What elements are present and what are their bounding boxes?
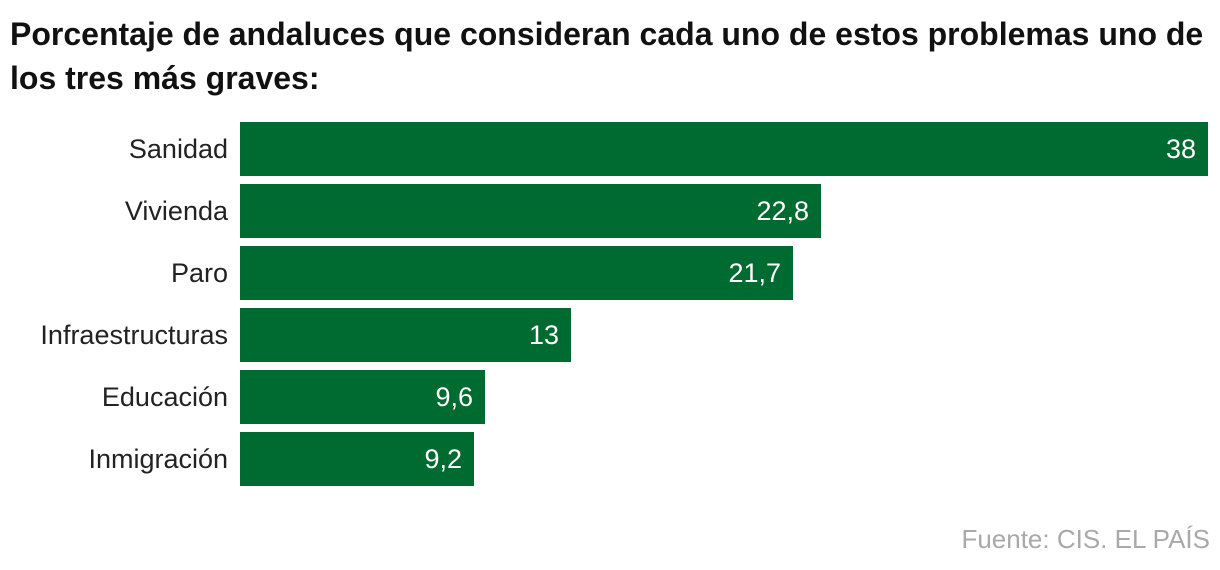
bar-value-label: 9,2 (424, 444, 462, 474)
bar-value-label: 22,8 (756, 196, 809, 226)
chart-title: Porcentaje de andaluces que consideran c… (10, 16, 1204, 96)
bar-row: Inmigración 9,2 (0, 432, 1220, 486)
bar: 21,7 (240, 246, 793, 300)
bar-row: Vivienda 22,8 (0, 184, 1220, 238)
bar-row: Infraestructuras 13 (0, 308, 1220, 362)
bar-value-label: 38 (1165, 134, 1196, 164)
bar: 13 (240, 308, 571, 362)
bar: 38 (240, 122, 1208, 176)
source-note: Fuente: CIS. EL PAÍS (961, 524, 1210, 554)
bar: 9,6 (240, 370, 485, 424)
category-label: Sanidad (128, 134, 228, 164)
bar-value-label: 9,6 (435, 382, 473, 412)
bar-row: Sanidad 38 (0, 122, 1220, 176)
bar: 22,8 (240, 184, 821, 238)
bar-chart: Sanidad 38 Vivienda 22,8 Paro 21,7 Infraestruc… (0, 122, 1220, 492)
bar-row: Paro 21,7 (0, 246, 1220, 300)
bar: 9,2 (240, 432, 474, 486)
category-label: Inmigración (88, 444, 228, 474)
category-label: Paro (170, 258, 228, 288)
bar-value-label: 13 (528, 320, 559, 350)
bar-row: Educación 9,6 (0, 370, 1220, 424)
category-label: Infraestructuras (40, 320, 228, 350)
category-label: Educación (101, 382, 228, 412)
category-label: Vivienda (124, 196, 228, 226)
bar-value-label: 21,7 (728, 258, 781, 288)
